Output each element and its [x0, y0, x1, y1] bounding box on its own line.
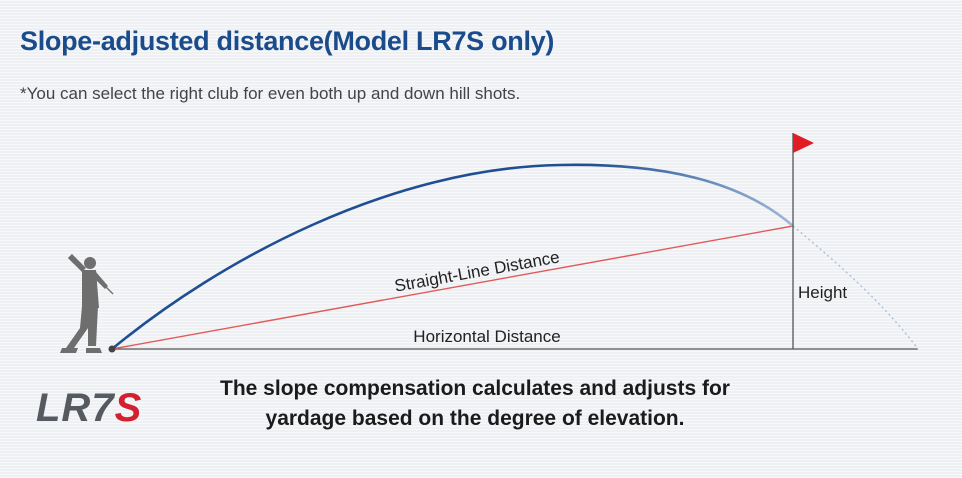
- trajectory-continuation-dotted: [792, 225, 919, 350]
- golf-ball-icon: [108, 345, 116, 353]
- caption-line-2: yardage based on the degree of elevation…: [265, 407, 685, 430]
- page-subtitle: *You can select the right club for even …: [20, 84, 521, 103]
- logo-text-accent: S: [114, 386, 143, 430]
- logo-text-main: LR7: [36, 386, 115, 430]
- caption-line-1: The slope compensation calculates and ad…: [220, 377, 730, 400]
- golfer-silhouette-icon: [60, 254, 114, 353]
- straight-line-distance-line: [111, 225, 794, 350]
- horizontal-distance-label: Horizontal Distance: [413, 327, 560, 346]
- red-flag-icon: [793, 133, 814, 153]
- caption: The slope compensation calculates and ad…: [190, 374, 760, 434]
- straight-line-distance-label: Straight-Line Distance: [393, 247, 561, 295]
- ball-trajectory-arc: [111, 163, 794, 351]
- height-label: Height: [798, 283, 847, 302]
- page-title: Slope-adjusted distance(Model LR7S only): [20, 26, 555, 56]
- lr7s-logo: LR7S: [36, 386, 142, 431]
